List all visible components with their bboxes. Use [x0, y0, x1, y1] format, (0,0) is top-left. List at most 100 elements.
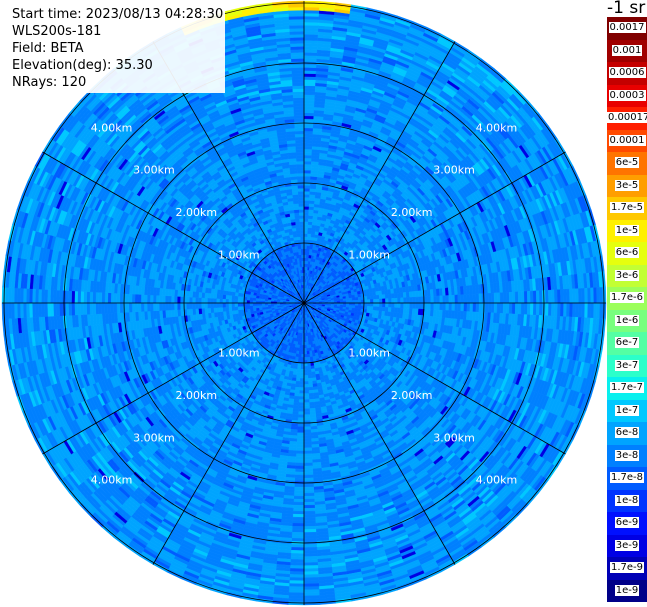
beta-cell: [303, 130, 314, 135]
beta-cell: [357, 305, 362, 310]
beta-cell: [403, 302, 407, 309]
beta-cell: [490, 302, 495, 314]
beta-cell: [394, 302, 398, 309]
beta-cell: [352, 302, 356, 306]
beta-cell: [394, 297, 398, 304]
beta-cell: [357, 296, 362, 301]
beta-cell: [303, 124, 314, 129]
beta-cell: [303, 24, 319, 29]
beta-cell: [303, 157, 312, 162]
beta-cell: [382, 298, 386, 304]
beta-cell: [466, 294, 471, 304]
beta-cell: [376, 302, 380, 308]
beta-cell: [502, 302, 507, 314]
beta-cell: [303, 251, 307, 255]
beta-cell: [469, 302, 474, 313]
beta-cell: [463, 294, 468, 304]
beta-cell: [358, 299, 362, 304]
beta-cell: [354, 297, 359, 301]
beta-cell: [303, 227, 309, 231]
beta-cell: [303, 178, 311, 183]
beta-cell: [378, 294, 383, 300]
beta-cell: [439, 302, 444, 311]
beta-cell: [303, 212, 309, 216]
beta-cell: [303, 136, 313, 141]
beta-cell: [303, 184, 311, 189]
beta-cell: [454, 294, 459, 304]
beta-cell: [303, 239, 308, 243]
beta-cell: [427, 296, 432, 304]
beta-cell: [508, 291, 513, 304]
beta-cell: [303, 203, 310, 207]
beta-cell: [400, 297, 404, 304]
beta-cell: [303, 209, 310, 213]
beta-cell: [307, 224, 313, 229]
beta-cell: [412, 296, 416, 304]
beta-cell: [303, 91, 316, 96]
beta-cell: [563, 288, 567, 304]
beta-cell: [372, 295, 377, 300]
beta-cell: [303, 148, 313, 153]
beta-cell: [303, 224, 309, 228]
beta-cell: [514, 302, 519, 315]
beta-cell: [460, 302, 465, 312]
beta-cell: [457, 294, 462, 304]
beta-cell: [306, 245, 311, 250]
beta-cell: [303, 175, 311, 180]
beta-cell: [384, 307, 389, 313]
beta-cell: [457, 302, 462, 312]
beta-cell: [372, 306, 377, 311]
beta-cell: [391, 302, 395, 308]
beta-cell: [526, 290, 531, 304]
beta-cell: [303, 200, 310, 204]
beta-cell: [400, 302, 404, 309]
beta-cell: [333, 299, 338, 302]
beta-cell: [436, 295, 441, 304]
beta-cell: [303, 97, 315, 102]
beta-cell: [303, 133, 314, 138]
beta-cell: [451, 302, 456, 312]
beta-cell: [499, 302, 504, 314]
beta-cell: [303, 236, 308, 240]
beta-cell: [303, 248, 308, 252]
beta-cell: [505, 292, 510, 304]
beta-cell: [478, 293, 483, 304]
beta-cell: [406, 297, 410, 304]
beta-cell: [303, 106, 315, 111]
beta-cell: [418, 302, 423, 310]
beta-cell: [484, 302, 489, 313]
beta-cell: [529, 302, 534, 316]
beta-cell: [303, 55, 318, 59]
beta-cell: [430, 302, 435, 311]
beta-cell: [352, 300, 356, 304]
beta-cell: [303, 94, 316, 99]
beta-cell: [439, 295, 444, 304]
beta-cell: [487, 302, 492, 314]
beta-cell: [469, 293, 474, 304]
beta-cell: [382, 302, 386, 308]
beta-cell: [303, 163, 312, 168]
beta-cell: [303, 70, 317, 75]
beta-cell: [303, 151, 313, 156]
beta-cell: [415, 302, 420, 310]
beta-cell: [307, 230, 312, 235]
beta-cell: [496, 292, 501, 304]
beta-cell: [355, 302, 359, 307]
beta-cell: [454, 302, 459, 312]
beta-cell: [303, 100, 315, 105]
beta-cell: [303, 76, 317, 81]
beta-cell: [397, 302, 401, 309]
beta-cell: [418, 296, 423, 304]
beta-field-cells: [1, 0, 607, 606]
beta-cell: [351, 297, 356, 301]
beta-cell: [487, 292, 492, 304]
beta-cell: [307, 236, 312, 241]
beta-cell: [424, 302, 429, 310]
beta-cell: [545, 302, 549, 317]
beta-cell: [385, 302, 389, 308]
beta-cell: [303, 82, 316, 87]
beta-cell: [475, 302, 480, 313]
beta-cell: [472, 293, 477, 304]
beta-cell: [303, 166, 312, 171]
beta-cell: [364, 299, 368, 304]
